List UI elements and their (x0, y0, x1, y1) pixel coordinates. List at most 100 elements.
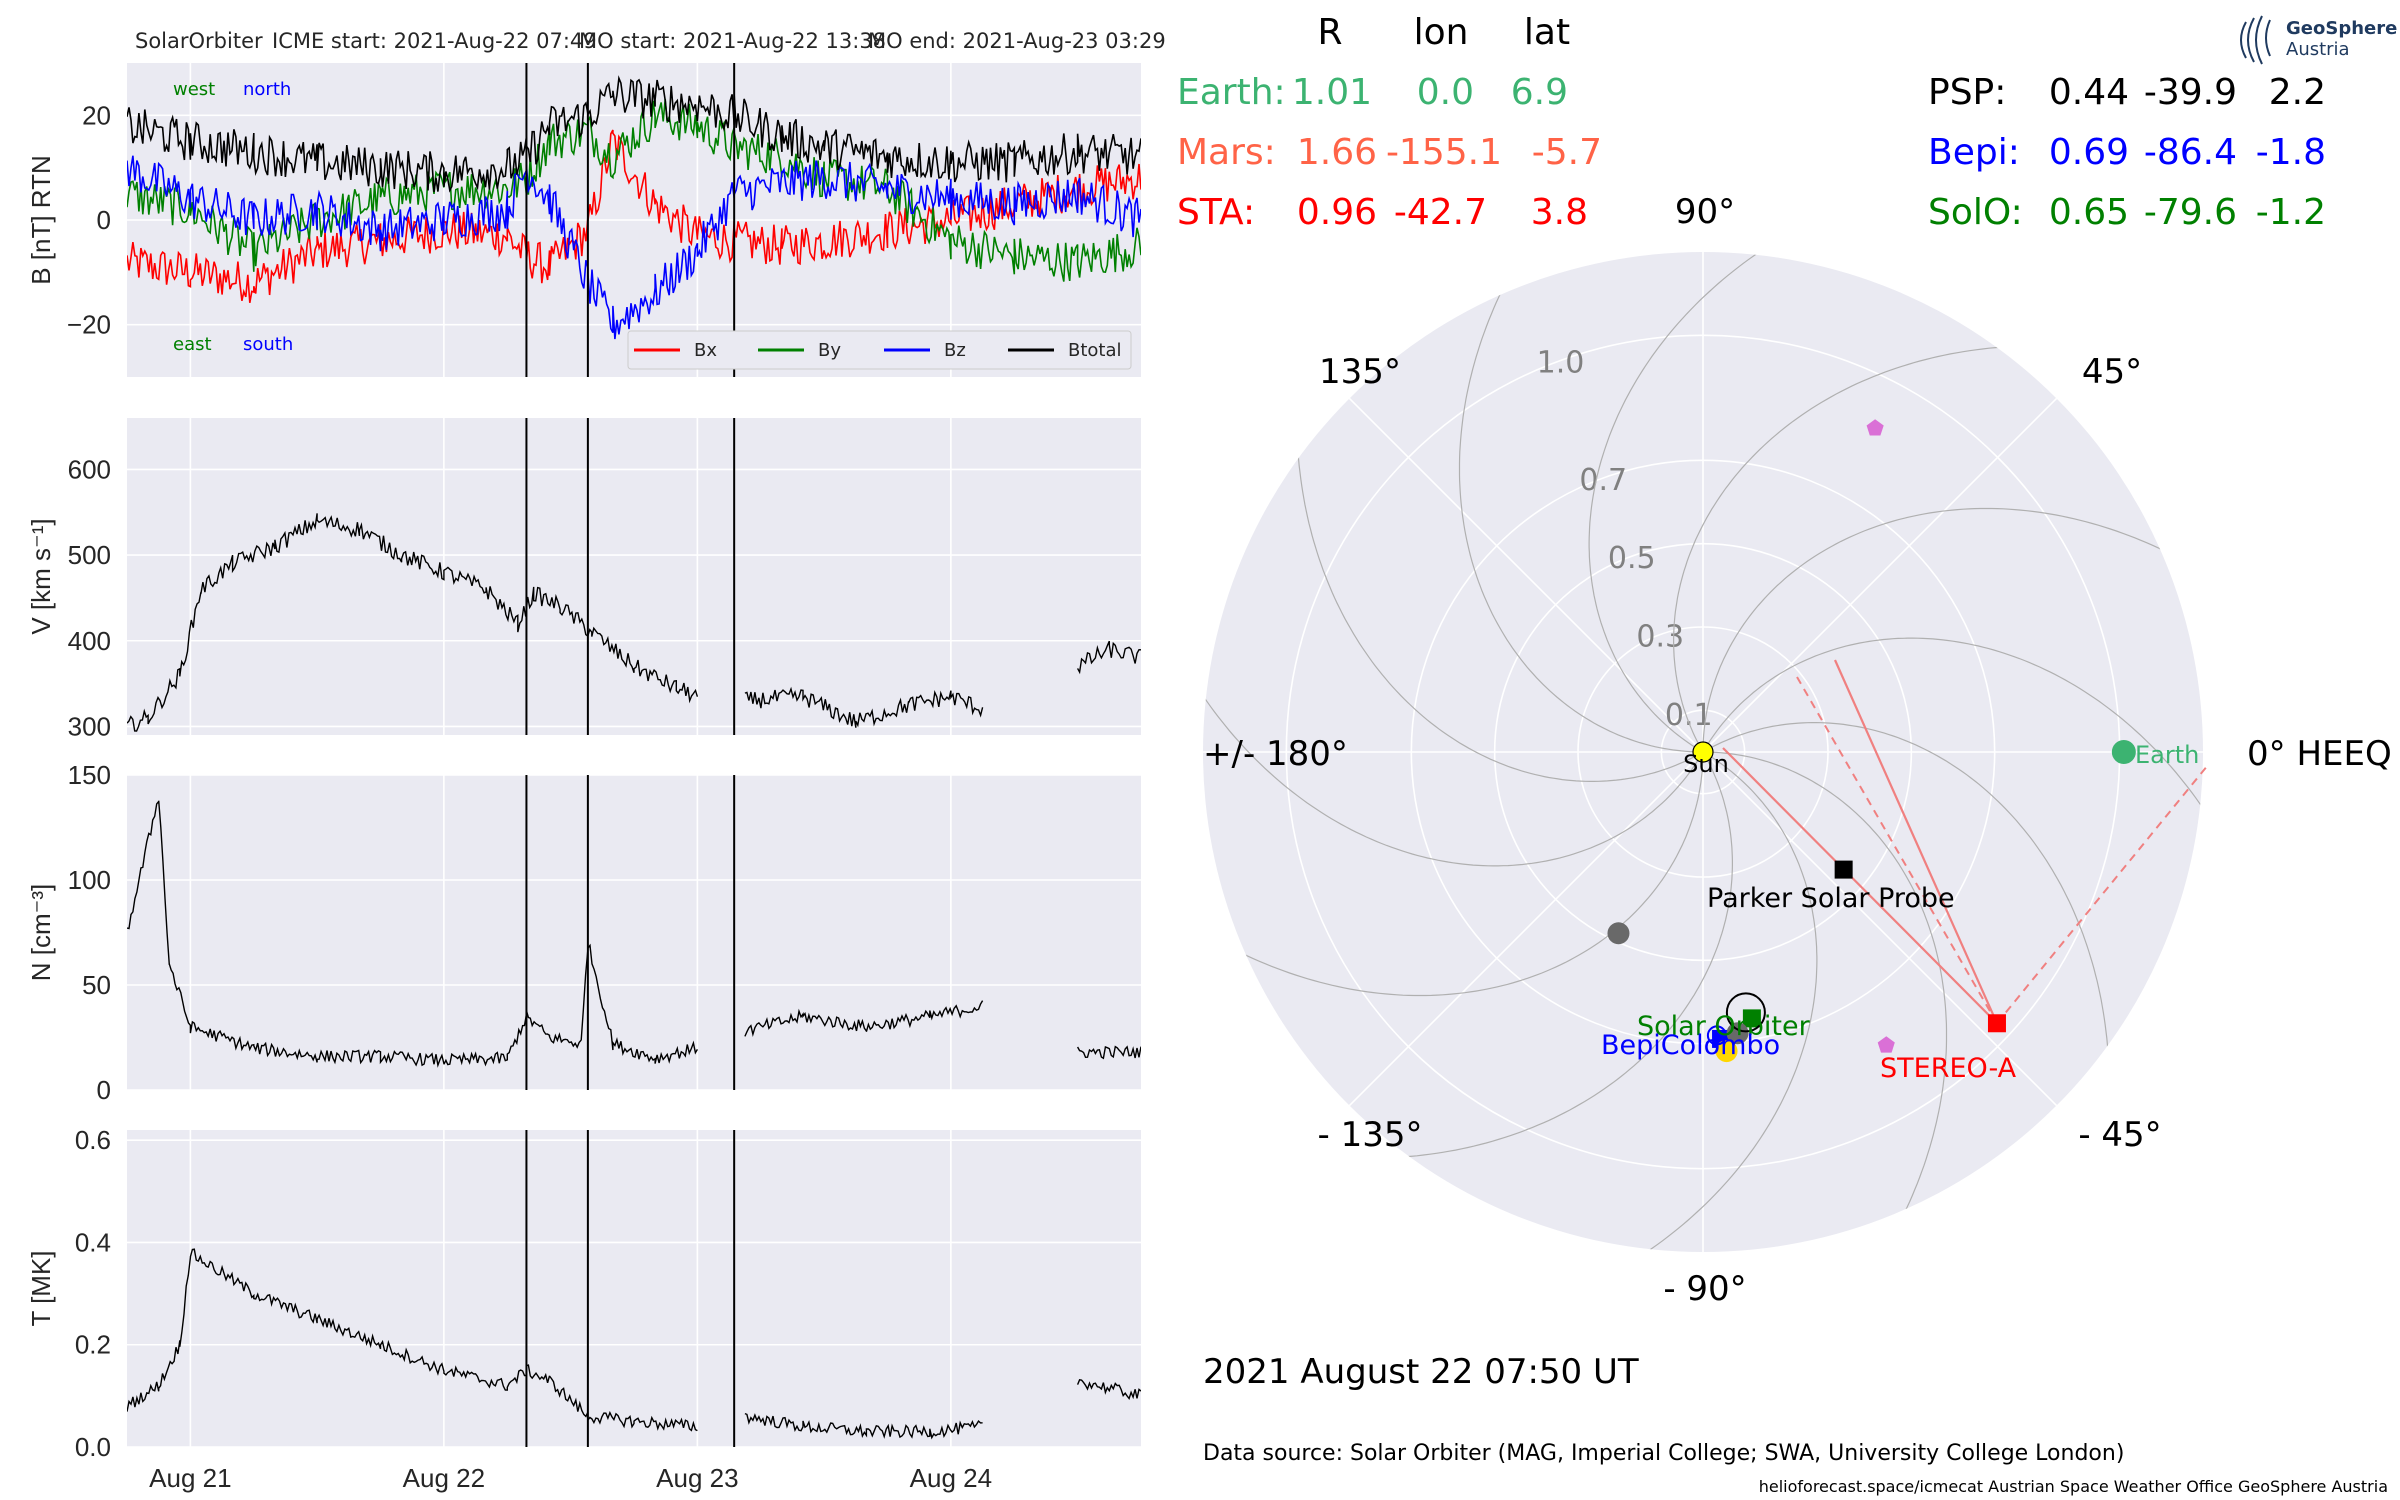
angle-label-m45: - 45° (2078, 1115, 2161, 1155)
y-tick-label: 0.0 (75, 1432, 111, 1462)
y-tick-label: 0.4 (75, 1227, 111, 1257)
stereo-a-marker (1987, 1014, 2006, 1033)
row-earth-r: 1.01 (1292, 72, 1372, 113)
axes-background (127, 775, 1141, 1090)
parker-spiral-line (1702, 637, 2203, 832)
geosphere-logo-icon (2240, 15, 2271, 65)
body-marker (1715, 1040, 1738, 1063)
radius-gridline (1660, 709, 1746, 795)
by-series-line (127, 98, 1141, 282)
row-bepi-r: 0.69 (2049, 132, 2129, 173)
annotation-west: west (173, 79, 215, 100)
table-header-r: R (1317, 12, 1342, 53)
angle-label-45: 45° (2082, 352, 2142, 392)
annotation-south: south (243, 334, 293, 355)
comet-marker (1877, 1036, 1895, 1053)
solar-orbiter-ring (1725, 992, 1766, 1033)
row-psp-r: 0.44 (2049, 72, 2129, 113)
row-earth-lon: 0.0 (1417, 72, 1474, 113)
table-header-lon: lon (1414, 12, 1469, 53)
header-mo-start: MO start: 2021-Aug-22 13:38 (579, 29, 886, 53)
sun-marker (1692, 741, 1714, 763)
row-solo-lon: -79.6 (2144, 192, 2237, 233)
row-psp-lon: -39.9 (2144, 72, 2237, 113)
parker-spiral-line (1702, 722, 2110, 1079)
annotation-east: east (173, 334, 212, 355)
body-marker (1607, 922, 1630, 945)
panel-magnetic-field: −20 0 20 B [nT] RTN (26, 63, 1141, 377)
polar-grid: 0.1 0.3 0.5 0.7 1.0 (1203, 252, 2203, 1252)
parker-spiral-line (1673, 345, 2030, 753)
y-tick-label: 20 (82, 100, 111, 130)
y-axis-label: N [cm⁻³] (26, 884, 56, 982)
y-tick-label: 400 (68, 626, 111, 656)
x-tick-label: Aug 21 (149, 1463, 231, 1493)
row-mars-r: 1.66 (1297, 132, 1377, 173)
table-header-lat: lat (1524, 12, 1570, 53)
row-psp-lat: 2.2 (2269, 72, 2326, 113)
polar-position-plot: 0.1 0.3 0.5 0.7 1.0 Sun Earth Parker Solar Pro… (1203, 252, 2209, 1252)
radius-tick-label: 0.1 (1665, 698, 1713, 733)
row-mars-lat: -5.7 (1532, 132, 1602, 173)
row-sta-lon: -42.7 (1394, 192, 1487, 233)
body-label-solar-orbiter: Solar Orbiter (1637, 1011, 1811, 1042)
radius-gridline (1577, 626, 1829, 878)
legend-btotal: Btotal (1068, 340, 1122, 361)
header-icme-start: ICME start: 2021-Aug-22 07:49 (272, 29, 597, 53)
radius-tick-label: 1.0 (1537, 345, 1585, 380)
sta-fov-line (1833, 659, 1998, 1024)
row-earth-name: Earth: (1177, 72, 1286, 113)
body-marker (1726, 1022, 1749, 1045)
comet-marker (1866, 419, 1884, 436)
row-mars-lon: -155.1 (1386, 132, 1502, 173)
radius-tick-label: 0.7 (1579, 463, 1627, 498)
axes-background (127, 1130, 1141, 1447)
solar-orbiter-marker (1742, 1009, 1761, 1028)
y-tick-label: 0 (97, 205, 111, 235)
y-tick-label: 600 (68, 454, 111, 484)
row-mars-name: Mars: (1177, 132, 1276, 173)
sta-fov-dashed (1796, 676, 1998, 1024)
y-tick-label: 0.2 (75, 1330, 111, 1360)
body-label-stereo-a: STEREO-A (1880, 1053, 2017, 1084)
bepicolombo-ring (1706, 1025, 1727, 1046)
row-bepi-name: Bepi: (1928, 132, 2020, 173)
angle-label-m90: - 90° (1663, 1269, 1746, 1309)
parker-spiral-line (1588, 252, 1783, 753)
t-series-line (127, 1248, 1141, 1440)
polar-marks: Sun Earth Parker Solar Probe STEREO-A Solar … (1601, 419, 2209, 1084)
y-tick-label: 0 (97, 1075, 111, 1105)
y-tick-label: 50 (82, 970, 111, 1000)
legend-bx: Bx (694, 340, 717, 361)
btotal-series-line (127, 75, 1141, 193)
parker-spiral-line (1376, 751, 1733, 1159)
parker-spiral-line (1296, 425, 1704, 782)
y-axis-label: V [km s⁻¹] (26, 518, 56, 634)
y-tick-label: 100 (68, 865, 111, 895)
geosphere-logo: GeoSphere Austria (2240, 15, 2397, 65)
y-tick-label: 300 (68, 711, 111, 741)
angle-label-135: 135° (1319, 352, 1401, 392)
angle-label-m135: - 135° (1318, 1115, 1423, 1155)
logo-line1: GeoSphere (2286, 18, 2397, 39)
row-bepi-lon: -86.4 (2144, 132, 2237, 173)
x-tick-label: Aug 22 (403, 1463, 485, 1493)
parker-spiral-line (1203, 672, 1704, 867)
parker-spirals (1203, 252, 2203, 1252)
angle-label-0: 0° HEEQ (2247, 734, 2392, 774)
logo-line2: Austria (2286, 39, 2350, 60)
body-label-bepicolombo: BepiColombo (1601, 1030, 1780, 1061)
positions-table: R lon lat Earth: 1.01 0.0 6.9 Mars: 1.66… (1177, 12, 2326, 233)
legend-bz: Bz (944, 340, 966, 361)
bx-series-line (127, 129, 1141, 303)
y-tick-label: 0.6 (75, 1125, 111, 1155)
data-source: Data source: Solar Orbiter (MAG, Imperia… (1203, 1441, 2124, 1466)
row-bepi-lat: -1.8 (2256, 132, 2326, 173)
radius-gridline (1410, 459, 1996, 1045)
body-label-sun: Sun (1683, 750, 1729, 778)
row-solo-name: SolO: (1928, 192, 2023, 233)
row-earth-lat: 6.9 (1511, 72, 1568, 113)
body-label-parker-solar-probe: Parker Solar Probe (1707, 883, 1955, 914)
parker-spiral-line (1217, 752, 1704, 997)
